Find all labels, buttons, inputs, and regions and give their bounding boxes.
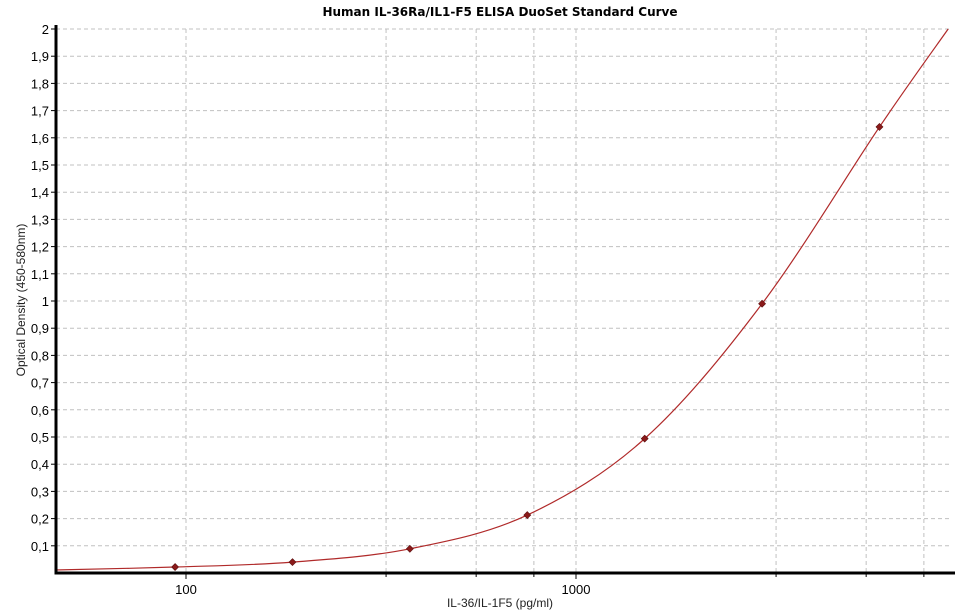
chart-title: Human IL-36Ra/IL1-F5 ELISA DuoSet Standa… (322, 5, 677, 19)
x-axis-ticks: 100 1000 (175, 573, 925, 597)
y-tick-label: 0,4 (31, 457, 49, 472)
y-tick-label: 0,3 (31, 484, 49, 499)
data-point (288, 558, 297, 567)
data-point (758, 299, 767, 308)
y-tick-label: 0,9 (31, 321, 49, 336)
y-tick-label: 0,1 (31, 539, 49, 554)
y-tick-label: 0,5 (31, 430, 49, 445)
grid (56, 28, 950, 573)
data-point (171, 563, 179, 571)
y-tick-label: 0,8 (31, 348, 49, 363)
y-tick-label: 1,6 (31, 131, 49, 146)
y-tick-label: 1,2 (31, 240, 49, 255)
y-tick-label: 0,6 (31, 403, 49, 418)
data-points (171, 122, 884, 571)
x-tick-label: 100 (175, 582, 197, 597)
y-tick-label: 1 (42, 294, 49, 309)
y-tick-label: 1,1 (31, 267, 49, 282)
y-tick-label: 1,7 (31, 104, 49, 119)
data-point (405, 544, 414, 553)
y-axis-ticks: 0,1 0,2 0,3 0,4 0,5 0,6 0,7 0,8 0,9 1 1,1 1,2 1,3 1,4… (31, 22, 56, 554)
y-tick-label: 1,9 (31, 49, 49, 64)
y-tick-label: 1,8 (31, 76, 49, 91)
y-tick-label: 1,5 (31, 158, 49, 173)
data-point (523, 511, 532, 519)
y-tick-label: 2 (42, 22, 49, 37)
fit-curve-group (54, 28, 949, 571)
fit-curve (54, 28, 949, 571)
x-tick-label: 1000 (562, 582, 591, 597)
data-point (875, 122, 884, 131)
x-axis-label: IL-36/IL-1F5 (pg/ml) (447, 596, 553, 610)
y-tick-label: 1,4 (31, 185, 49, 200)
y-tick-label: 0,2 (31, 512, 49, 527)
axes (54, 25, 955, 575)
y-tick-label: 1,3 (31, 212, 49, 227)
y-axis-label: Optical Density (450-580nm) (14, 224, 28, 377)
y-tick-label: 0,7 (31, 376, 49, 391)
data-point (640, 434, 649, 443)
